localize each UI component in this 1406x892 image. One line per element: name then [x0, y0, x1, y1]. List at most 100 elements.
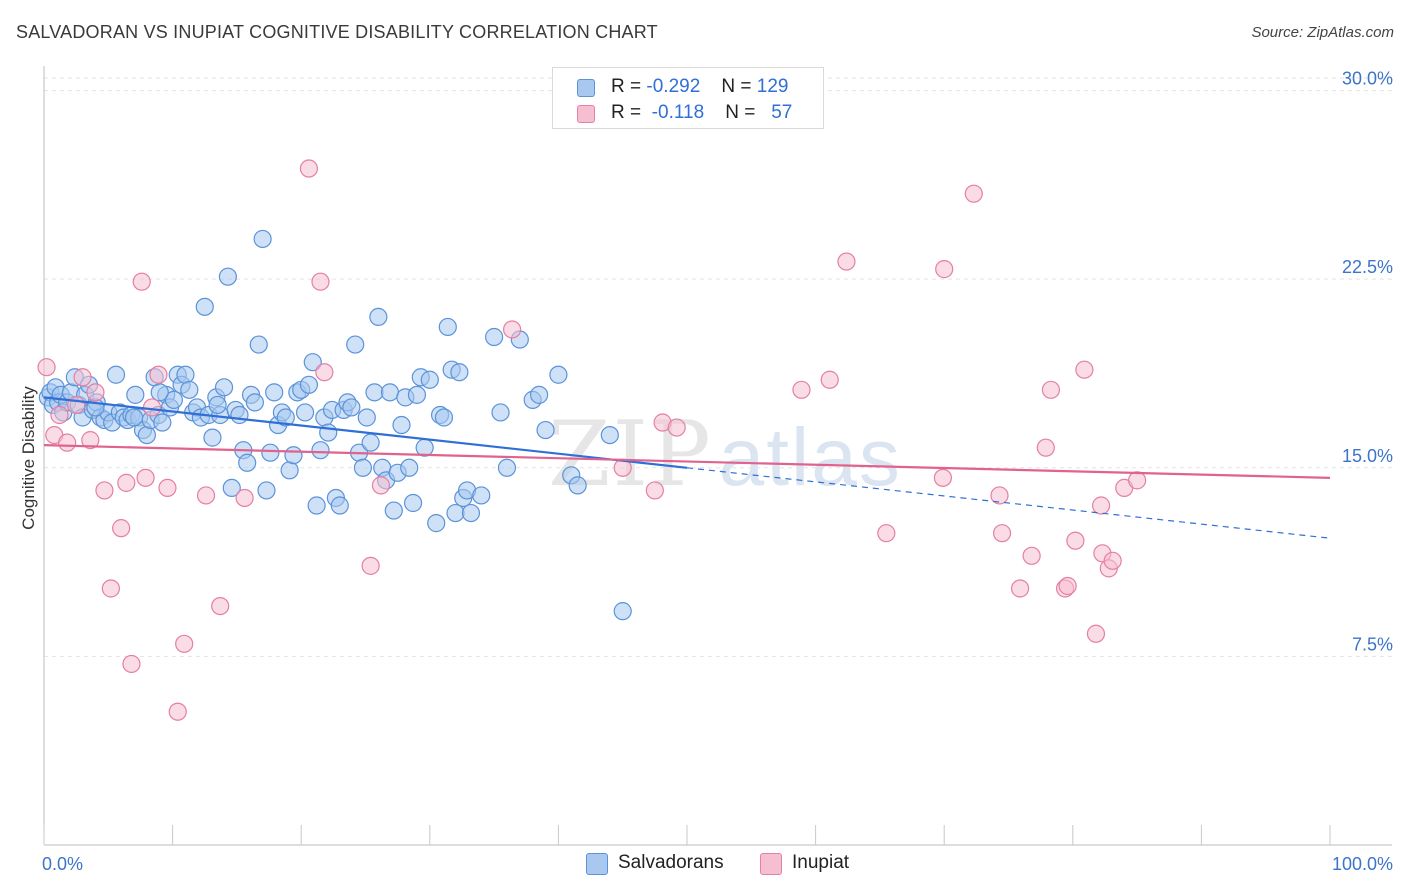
inupiat-point [132, 272, 151, 291]
salvadorans-point [265, 383, 284, 402]
inupiat-point [792, 380, 811, 399]
inupiat-point [101, 579, 120, 598]
inupiat-point [667, 418, 686, 437]
inupiat-point [1103, 551, 1122, 570]
salvadorans-point [357, 408, 376, 427]
inupiat-point [1091, 496, 1111, 515]
salvadorans-point [400, 458, 419, 477]
salvadorans-point [176, 365, 195, 384]
inupiat-point [645, 481, 664, 500]
salvadorans-point [361, 433, 380, 452]
chart-title: SALVADORAN VS INUPIAT COGNITIVE DISABILI… [16, 22, 658, 42]
inupiat-point [149, 365, 168, 384]
y-tick-label: 30.0% [1342, 69, 1393, 89]
inupiat-point [964, 184, 983, 203]
salvadorans-point [380, 383, 400, 402]
salvadorans-point [124, 408, 144, 427]
inupiat-point [371, 476, 391, 495]
inupiat-point [175, 634, 194, 653]
salvadorans-point [307, 496, 326, 515]
legend-r-value: -0.292 [646, 76, 701, 97]
salvadorans-point [311, 441, 330, 460]
legend-swatch-blue [577, 79, 595, 97]
salvadorans-point [491, 403, 510, 422]
salvadorans-point [485, 327, 504, 347]
salvadorans-point [303, 353, 322, 372]
salvadorans-point [208, 395, 227, 415]
salvadorans-point [434, 408, 454, 427]
inupiat-point [95, 481, 114, 500]
salvadorans-point [369, 307, 388, 327]
inupiat-point [1022, 546, 1041, 565]
salvadorans-point [222, 478, 241, 498]
salvadorans-point [195, 297, 214, 316]
salvadorans-point [299, 375, 319, 394]
salvadorans-point [450, 363, 469, 382]
tick-labels: 7.5% 15.0% 22.5% 30.0% 0.0% 100.0% Cognitive D… [19, 69, 1393, 874]
inupiat-point [67, 395, 86, 415]
y-tick-label: 15.0% [1342, 446, 1393, 466]
inupiat-point [311, 272, 330, 291]
source-credit: Source: ZipAtlas.com [1251, 24, 1394, 41]
salvadorans-point [203, 428, 222, 447]
salvadorans-point [365, 383, 384, 402]
salvadorans-point [536, 420, 555, 440]
salvadorans-point [230, 405, 249, 425]
salvadorans-points [38, 229, 632, 621]
grid-lines [44, 77, 1392, 657]
salvadorans-point [613, 602, 632, 621]
inupiat-point [935, 260, 954, 279]
salvadorans-point [420, 370, 439, 389]
salvadorans-point [153, 413, 172, 432]
legend-r-label: R = [611, 102, 642, 123]
legend-n-value: 129 [756, 76, 789, 97]
inupiat-point [168, 702, 187, 721]
salvadorans-point [245, 393, 265, 412]
y-tick-label: 22.5% [1342, 257, 1393, 277]
salvadorans-point [164, 390, 183, 409]
inupiat-point [122, 654, 141, 674]
salvadorans-point [427, 514, 446, 533]
salvadorans-point [106, 365, 126, 384]
inupiat-point [211, 596, 230, 616]
salvadorans-point [218, 267, 237, 286]
salvadorans-point [407, 385, 427, 404]
inupiat-point [112, 519, 131, 538]
inupiat-point [503, 320, 522, 339]
inupiat-point [235, 488, 254, 508]
inupiat-trend-line [43, 444, 1331, 479]
salvadorans-point [261, 443, 280, 462]
legend-r-label: R = [611, 76, 642, 97]
salvadorans-point [438, 317, 457, 337]
watermark-atlas: atlas [718, 412, 902, 503]
salvadorans-point [253, 229, 272, 249]
x-tick-label: 0.0% [42, 854, 83, 874]
inupiat-point [81, 431, 100, 450]
salvadorans-point [446, 503, 465, 523]
legend-n-label: N = [721, 76, 752, 97]
salvadorans-point [549, 365, 568, 384]
y-tick-label: 7.5% [1352, 634, 1393, 654]
salvadorans-point [180, 380, 199, 399]
salvadorans-point [284, 446, 303, 465]
salvadorans-point [126, 385, 145, 404]
bottom-swatch-blue [586, 853, 608, 875]
inupiat-point [933, 468, 953, 487]
salvadorans-point [257, 481, 276, 500]
legend-n-label: N = [725, 102, 756, 123]
correlation-legend: R = -0.292 N = 129 R = -0.118 N = 57 [552, 67, 824, 129]
inupiat-point [58, 433, 77, 452]
inupiat-point [50, 405, 69, 425]
legend-r-value: -0.118 [651, 102, 705, 123]
bottom-legend-label: Salvadorans [618, 852, 724, 873]
salvadorans-point [342, 398, 361, 417]
salvadorans-point [214, 378, 234, 397]
inupiat-point [117, 473, 136, 492]
inupiat-point [86, 383, 105, 402]
inupiat-point [1066, 531, 1085, 550]
salvadorans-point [403, 493, 423, 513]
axes [43, 66, 1392, 846]
salvadorans-trend-line [43, 396, 688, 469]
inupiat-point [877, 524, 896, 543]
salvadorans-point [330, 496, 349, 515]
